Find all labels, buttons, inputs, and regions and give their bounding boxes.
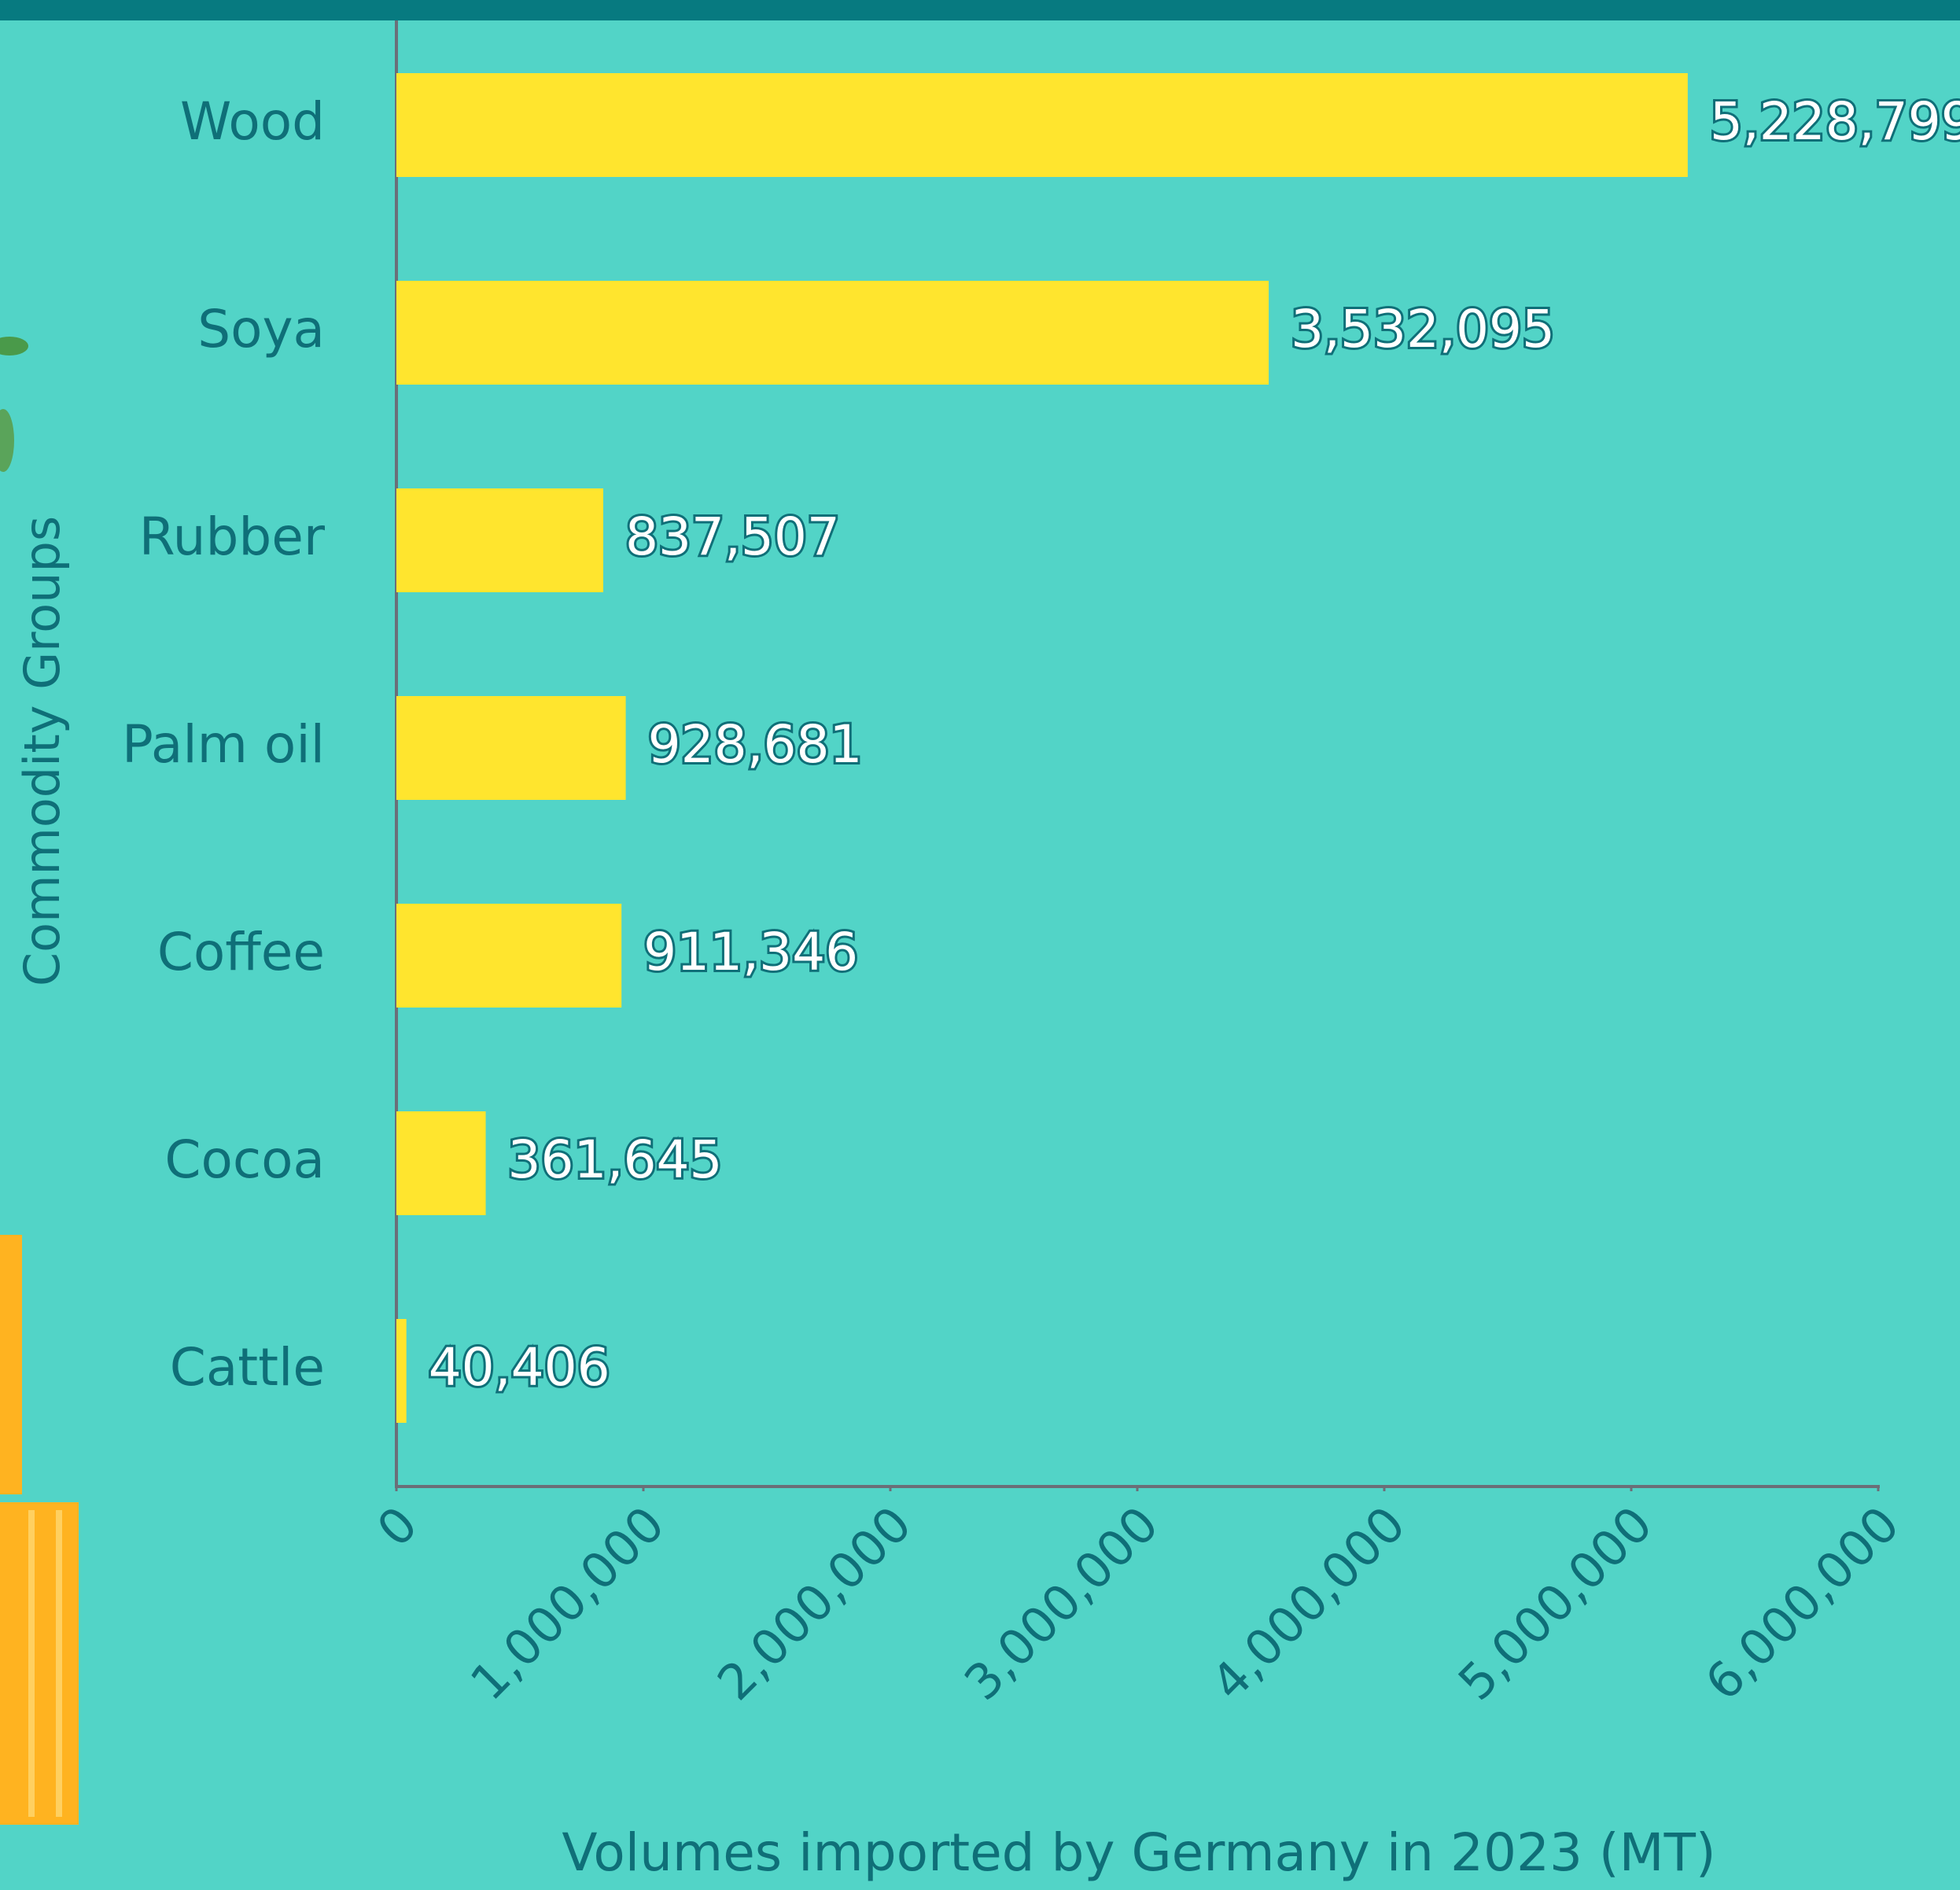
decoration [0, 337, 79, 1825]
bar [396, 73, 1688, 177]
y-tick-label: Cocoa [164, 1129, 325, 1190]
bar [396, 281, 1269, 385]
y-tick-label: Wood [180, 91, 325, 152]
bar [396, 696, 626, 800]
top-bar [0, 0, 1960, 20]
value-label: 5,228,799 [1710, 91, 1960, 152]
value-label: 3,532,095 [1291, 299, 1555, 359]
bar [396, 904, 622, 1008]
x-axis-label: Volumes imported by Germany in 2023 (MT) [562, 1822, 1715, 1883]
bar [396, 1111, 486, 1215]
y-axis-label: Commodity Groups [13, 516, 71, 986]
bar [396, 488, 603, 592]
y-tick-label: Coffee [157, 922, 325, 982]
value-label: 40,406 [429, 1337, 610, 1398]
value-label: 928,681 [648, 714, 863, 775]
value-label: 361,645 [508, 1129, 723, 1190]
y-tick-label: Palm oil [122, 714, 325, 775]
y-tick-label: Soya [197, 299, 325, 359]
bar [396, 1319, 407, 1423]
value-label: 837,507 [625, 507, 840, 567]
y-tick-label: Cattle [170, 1337, 325, 1398]
y-tick-label: Rubber [139, 507, 326, 567]
value-label: 911,346 [643, 922, 858, 982]
